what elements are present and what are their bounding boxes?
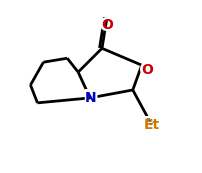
Text: O: O (139, 61, 155, 80)
Text: N: N (82, 88, 98, 107)
Text: N: N (84, 91, 95, 105)
Text: Et: Et (143, 118, 159, 132)
Text: Et: Et (140, 115, 162, 134)
Text: O: O (141, 63, 153, 77)
Text: O: O (98, 16, 115, 35)
Text: O: O (101, 19, 112, 33)
